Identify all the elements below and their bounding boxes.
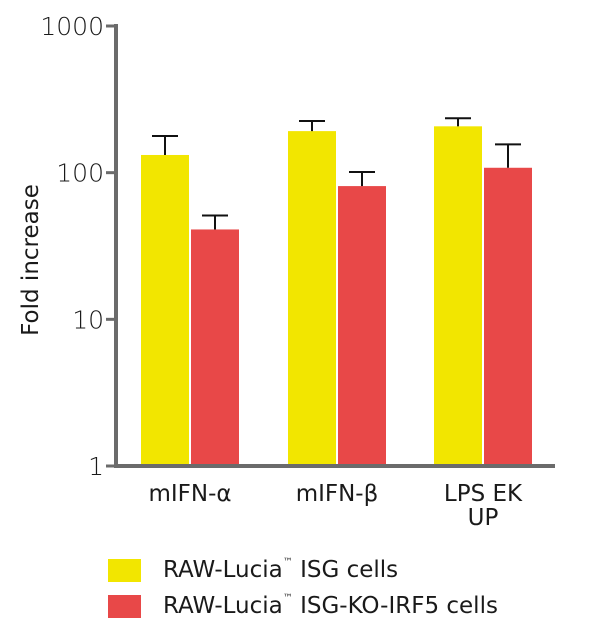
bar <box>191 229 239 464</box>
legend-label: RAW-Lucia™ ISG cells <box>163 557 399 583</box>
bar <box>141 154 189 464</box>
legend-label: RAW-Lucia™ ISG-KO-IRF5 cells <box>163 593 498 619</box>
y-axis-title: Fold increase <box>18 184 44 336</box>
legend-swatch-yellow <box>108 558 141 582</box>
x-category-label: UP <box>468 505 499 531</box>
legend-item-isg: RAW-Lucia™ ISG cells <box>108 552 498 588</box>
legend: RAW-Lucia™ ISG cells RAW-Lucia™ ISG-KO-I… <box>108 552 498 624</box>
y-tick-label: 100 <box>56 159 104 188</box>
bars-group <box>141 117 532 465</box>
bar <box>484 167 532 464</box>
bar <box>338 186 386 464</box>
legend-swatch-red <box>108 594 141 618</box>
legend-item-ko-irf5: RAW-Lucia™ ISG-KO-IRF5 cells <box>108 588 498 624</box>
y-axis: 1 10 100 1000 <box>40 12 118 481</box>
bar <box>288 131 336 464</box>
y-tick-label: 1 <box>88 452 104 481</box>
x-category-label: LPS EK <box>444 481 523 507</box>
y-tick-label: 1000 <box>40 12 104 41</box>
x-category-label: mIFN-α <box>148 481 231 507</box>
y-tick-label: 10 <box>72 305 104 334</box>
bar <box>434 126 482 465</box>
x-category-label: mIFN-β <box>296 481 379 507</box>
